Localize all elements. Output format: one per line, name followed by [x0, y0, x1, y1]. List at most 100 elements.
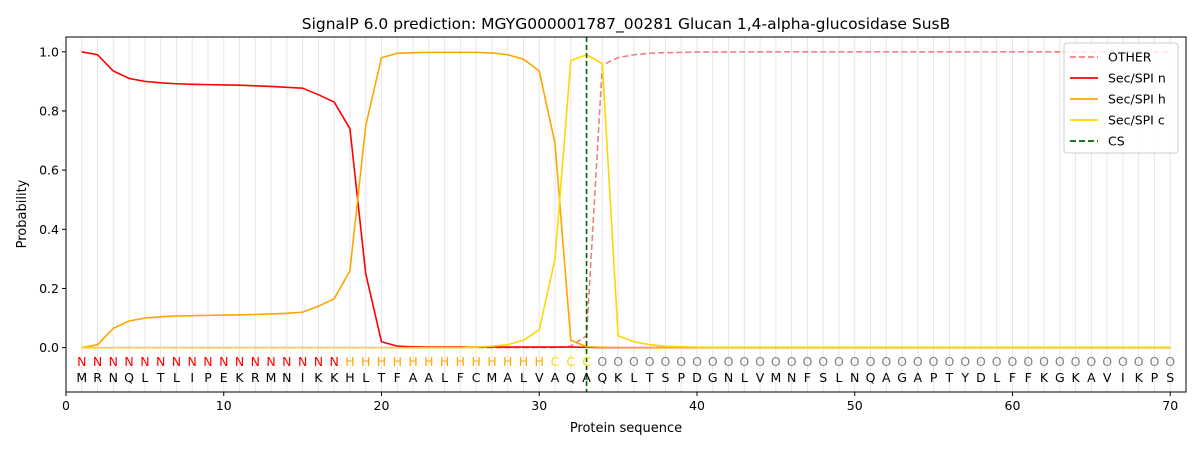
- region-label: H: [361, 354, 370, 369]
- x-tick-label: 50: [847, 398, 863, 413]
- residue-label: N: [724, 370, 733, 385]
- region-label: O: [597, 354, 607, 369]
- region-label: H: [519, 354, 528, 369]
- region-label: O: [1023, 354, 1033, 369]
- region-label: O: [755, 354, 765, 369]
- residue-label: V: [1103, 370, 1112, 385]
- region-label: O: [692, 354, 702, 369]
- residue-label: A: [503, 370, 512, 385]
- residue-label: S: [819, 370, 827, 385]
- residue-label: P: [1151, 370, 1159, 385]
- region-label: N: [124, 354, 133, 369]
- region-label: N: [282, 354, 291, 369]
- residue-label: G: [708, 370, 718, 385]
- residue-label: Q: [124, 370, 134, 385]
- region-label: O: [1165, 354, 1175, 369]
- residue-label: Q: [866, 370, 876, 385]
- residue-label: E: [220, 370, 228, 385]
- y-axis-label: Probability: [15, 179, 30, 248]
- region-label: H: [456, 354, 465, 369]
- region-label: N: [140, 354, 149, 369]
- series-line-other: [81, 50, 1171, 349]
- residue-label: T: [645, 370, 654, 385]
- region-label: N: [235, 354, 244, 369]
- region-label: O: [676, 354, 686, 369]
- region-label: C: [582, 354, 591, 369]
- residue-label: A: [551, 370, 560, 385]
- residue-label: K: [1071, 370, 1080, 385]
- series-line-sec-spi-n: [81, 51, 1171, 349]
- residue-label: A: [914, 370, 923, 385]
- residue-label: L: [520, 370, 527, 385]
- region-label: O: [1039, 354, 1049, 369]
- residue-label: K: [1040, 370, 1049, 385]
- legend-label: CS: [1108, 134, 1125, 149]
- residue-label: Q: [566, 370, 576, 385]
- residue-label: K: [330, 370, 339, 385]
- residue-label: P: [930, 370, 938, 385]
- residue-label: V: [756, 370, 765, 385]
- chart-title: SignalP 6.0 prediction: MGYG000001787_00…: [302, 15, 951, 34]
- residue-label: N: [787, 370, 796, 385]
- residue-label: A: [1087, 370, 1096, 385]
- residue-label: S: [1166, 370, 1174, 385]
- region-label: H: [377, 354, 386, 369]
- y-tick-label: 0.0: [39, 340, 59, 355]
- x-tick-label: 10: [216, 398, 232, 413]
- region-label: O: [881, 354, 891, 369]
- legend-label: Sec/SPI n: [1108, 71, 1166, 86]
- residue-label: T: [156, 370, 165, 385]
- region-label: O: [645, 354, 655, 369]
- residue-label: S: [661, 370, 669, 385]
- region-label: O: [850, 354, 860, 369]
- series-layer: [81, 50, 1171, 349]
- series-line-sec-spi-c: [81, 53, 1171, 349]
- region-label: O: [802, 354, 812, 369]
- region-label: O: [929, 354, 939, 369]
- residue-label: Q: [597, 370, 607, 385]
- region-label: O: [661, 354, 671, 369]
- residue-label: M: [770, 370, 781, 385]
- region-label: O: [1102, 354, 1112, 369]
- region-label: O: [629, 354, 639, 369]
- residue-label: N: [282, 370, 291, 385]
- residue-label: H: [345, 370, 354, 385]
- region-label: H: [408, 354, 417, 369]
- x-tick-label: 0: [62, 398, 70, 413]
- region-label: N: [251, 354, 260, 369]
- y-tick-label: 1.0: [39, 44, 59, 59]
- region-label: H: [535, 354, 544, 369]
- residue-label: L: [141, 370, 148, 385]
- residue-label: L: [630, 370, 637, 385]
- residue-label: L: [362, 370, 369, 385]
- residue-label: A: [425, 370, 434, 385]
- residue-label: M: [266, 370, 277, 385]
- region-label: N: [172, 354, 181, 369]
- legend-label: Sec/SPI c: [1108, 113, 1165, 128]
- region-label: H: [471, 354, 480, 369]
- region-label: N: [314, 354, 323, 369]
- x-tick-label: 60: [1005, 398, 1021, 413]
- region-label: N: [156, 354, 165, 369]
- plot-frame: [65, 36, 1187, 393]
- residue-label: P: [677, 370, 685, 385]
- residue-label: P: [204, 370, 212, 385]
- region-label: O: [944, 354, 954, 369]
- residue-label: M: [76, 370, 87, 385]
- legend-label: OTHER: [1108, 50, 1152, 65]
- region-label: O: [1055, 354, 1065, 369]
- region-label: O: [787, 354, 797, 369]
- region-label: N: [329, 354, 338, 369]
- residue-label: L: [173, 370, 180, 385]
- residue-label: I: [190, 370, 194, 385]
- residue-label: F: [1009, 370, 1016, 385]
- region-label: H: [503, 354, 512, 369]
- region-label: C: [566, 354, 575, 369]
- residue-label: A: [882, 370, 891, 385]
- residue-label: D: [976, 370, 986, 385]
- region-label: N: [188, 354, 197, 369]
- residue-label: I: [301, 370, 305, 385]
- region-label: O: [866, 354, 876, 369]
